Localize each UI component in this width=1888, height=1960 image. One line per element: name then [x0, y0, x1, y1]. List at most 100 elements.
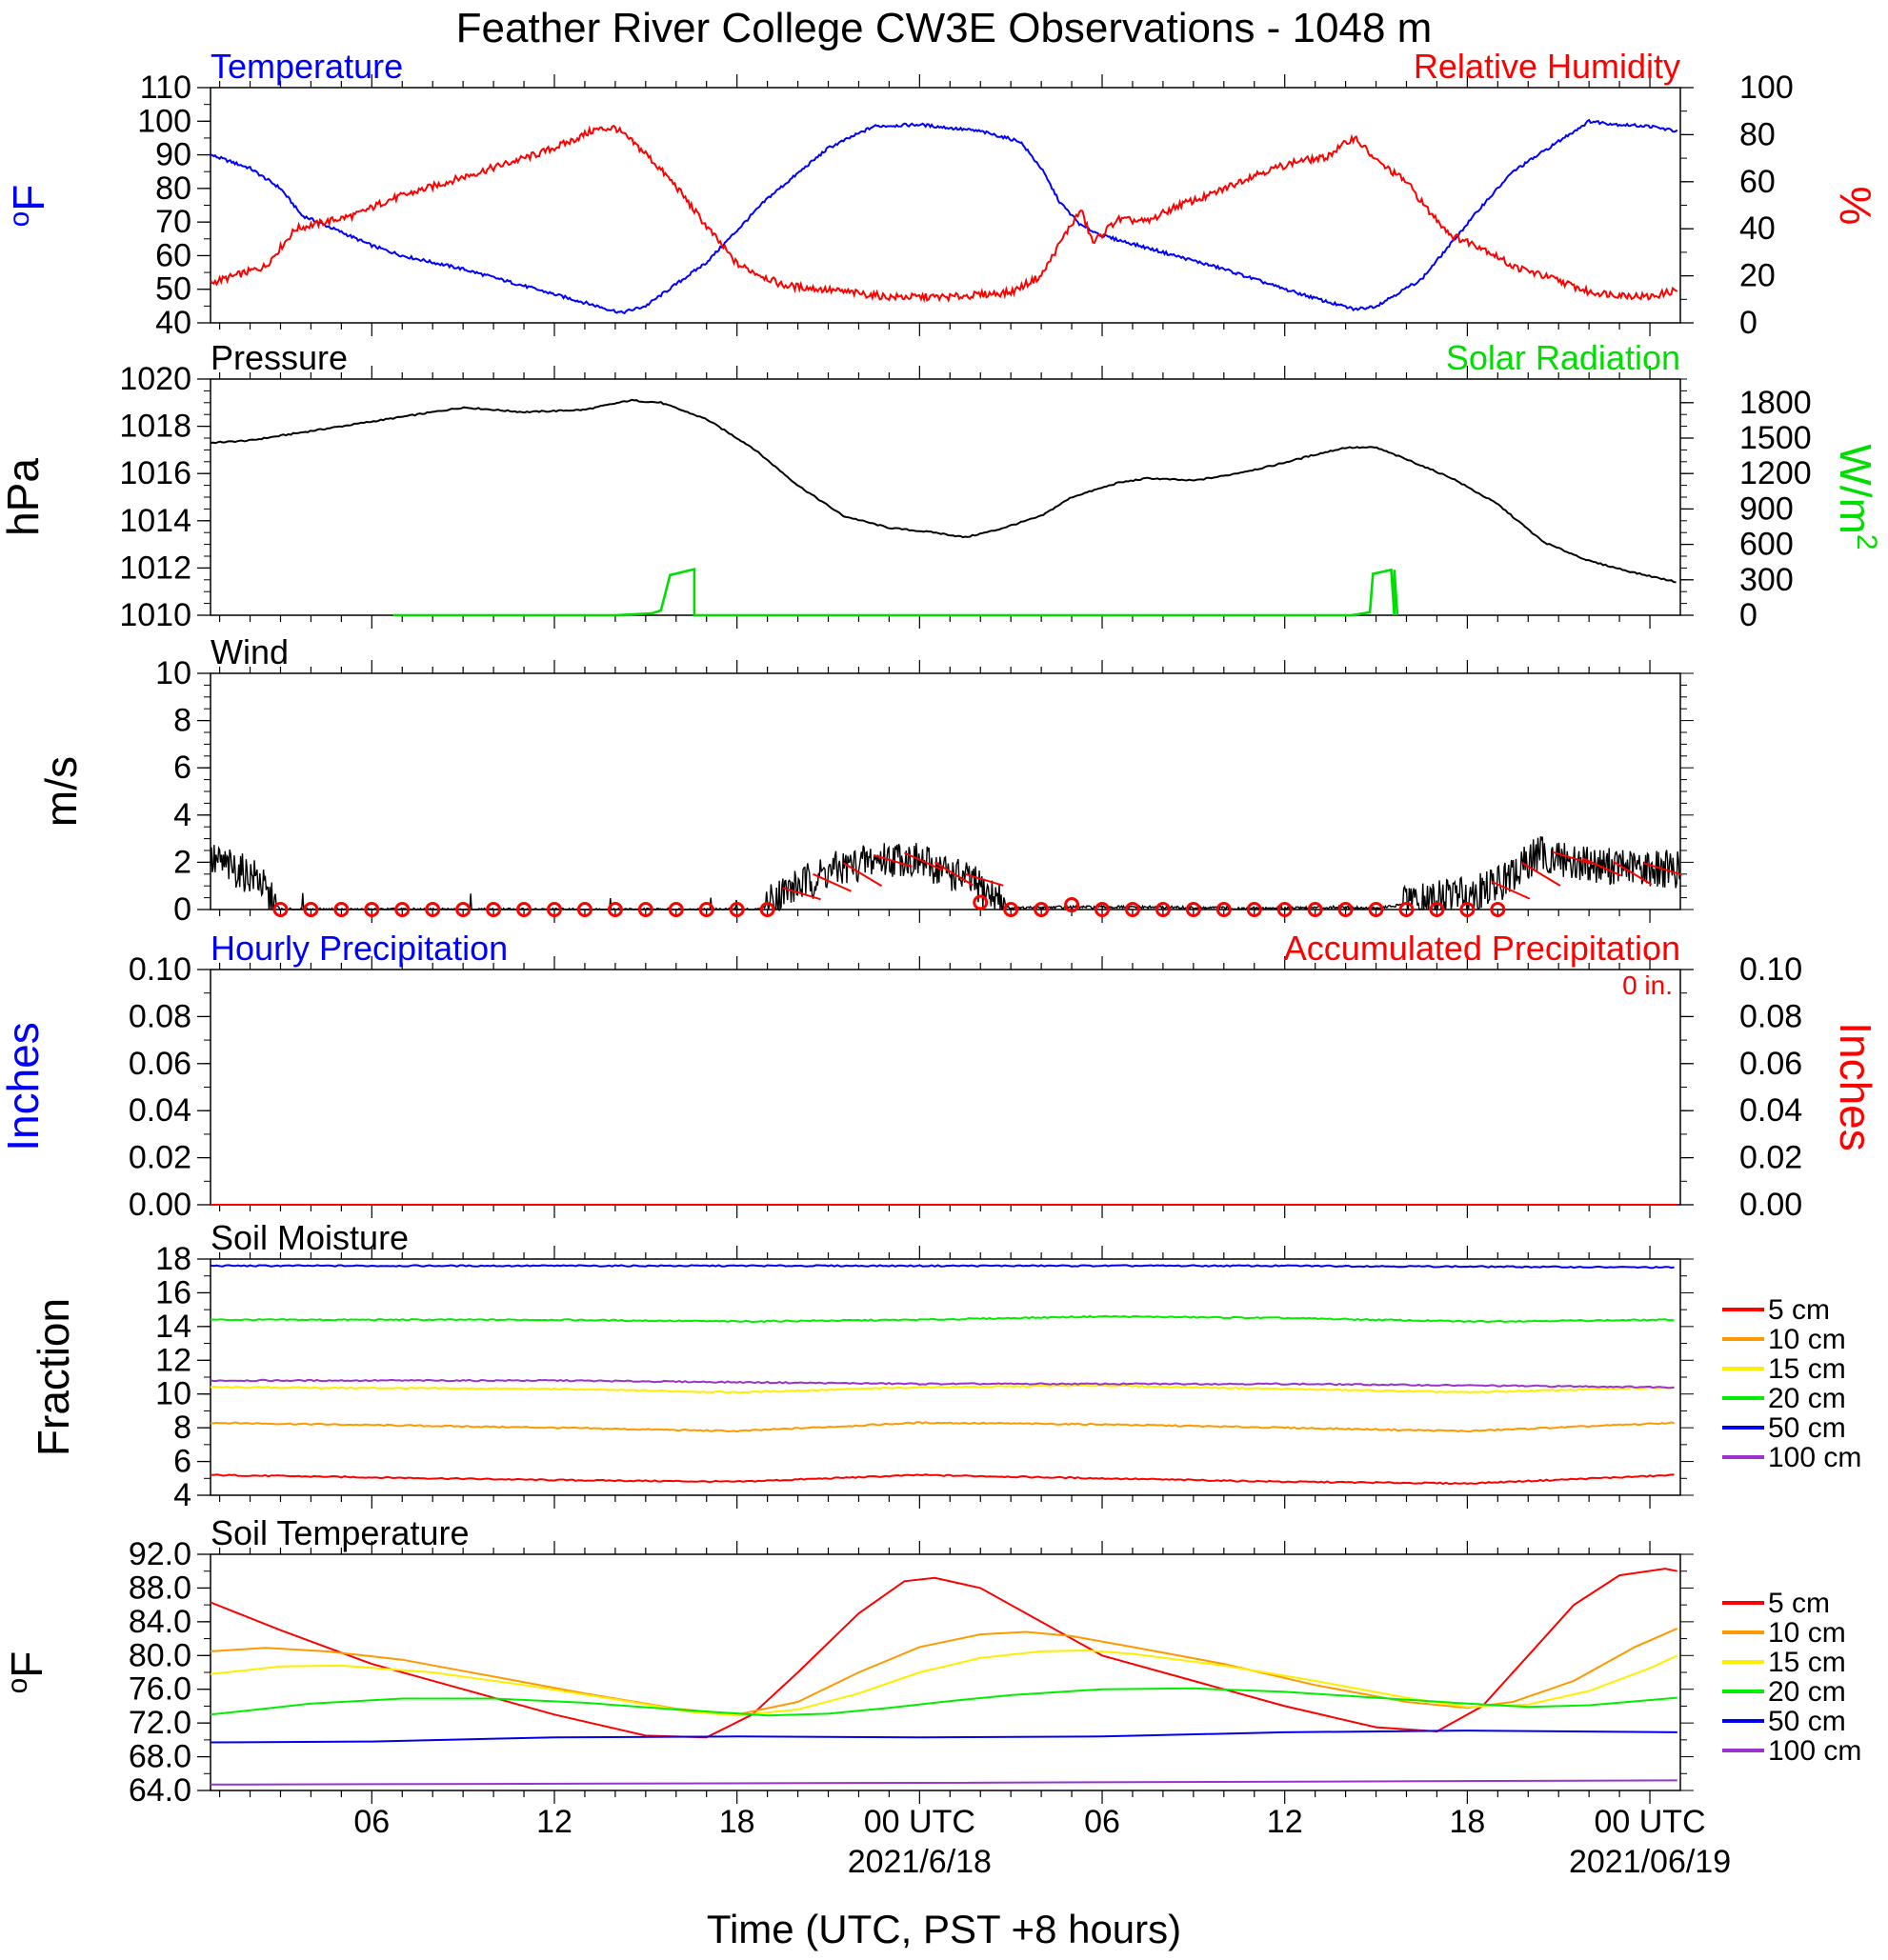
calm-wind-marker [698, 902, 714, 917]
calm-wind-marker [1490, 902, 1506, 917]
calm-wind-marker [1246, 902, 1262, 917]
x-tick-label: 06 [1084, 1804, 1120, 1840]
calm-wind-marker [668, 902, 684, 917]
y-tick-label: 80.0 [129, 1637, 191, 1673]
solar-title: Solar Radiation [1446, 338, 1680, 377]
calm-wind-marker [1368, 902, 1384, 917]
y-tick-label: 0.08 [1739, 998, 1802, 1034]
legend-label: 100 cm [1768, 1735, 1861, 1767]
soil-temperature-axis-label: oF [2, 1651, 51, 1694]
y-tick-label: 1016 [119, 455, 191, 491]
y-tick-label: 300 [1739, 562, 1794, 598]
x-tick-label: 00 UTC [864, 1804, 975, 1840]
y-tick-label: 6 [173, 1444, 191, 1480]
calm-wind-marker [973, 894, 989, 910]
y-tick-label: 0.02 [1739, 1140, 1802, 1176]
wind-barb [1521, 862, 1561, 887]
legend-label: 5 cm [1768, 1588, 1830, 1619]
y-tick-label: 70 [155, 204, 191, 240]
pressure-axis-label: hPa [0, 458, 48, 536]
y-tick-label: 16 [155, 1274, 191, 1310]
calm-wind-marker [1429, 902, 1445, 917]
calm-wind-marker [272, 902, 289, 917]
wind-barb [1582, 857, 1622, 877]
y-tick-label: 12 [155, 1342, 191, 1378]
solar-axis-label: W/m2 [1831, 444, 1882, 550]
y-tick-label: 10 [155, 1376, 191, 1412]
y-tick-label: 14 [155, 1309, 191, 1345]
calm-wind-marker [455, 902, 472, 917]
y-tick-label: 0.10 [1739, 951, 1802, 988]
y-tick-label: 0.02 [129, 1140, 191, 1176]
x-tick-label: 12 [536, 1804, 572, 1840]
calm-wind-marker [576, 902, 593, 917]
calm-wind-marker [729, 902, 745, 917]
soil-moisture-line [210, 1421, 1675, 1433]
hourly-precip-title: Hourly Precipitation [211, 929, 508, 968]
wind-barb [903, 851, 943, 871]
pressure-line [210, 398, 1677, 584]
calm-wind-marker [364, 902, 380, 917]
y-tick-label: 8 [173, 1410, 191, 1446]
soil-moisture-line [210, 1314, 1675, 1324]
calm-wind-marker [1064, 897, 1080, 913]
legend-label: 5 cm [1768, 1294, 1830, 1326]
y-tick-label: 1500 [1739, 420, 1812, 456]
wind-barb [782, 887, 821, 901]
y-tick-label: 0.06 [129, 1046, 191, 1082]
legend-label: 20 cm [1768, 1383, 1846, 1414]
wind-barb [934, 861, 974, 887]
wind-axis-label: m/s [36, 756, 86, 827]
wind-barb [1491, 880, 1531, 900]
y-tick-label: 2 [173, 844, 191, 880]
legend-label: 10 cm [1768, 1324, 1846, 1355]
y-tick-label: 88.0 [129, 1570, 191, 1606]
calm-wind-marker [1155, 902, 1171, 917]
soil-moisture-line [210, 1264, 1675, 1270]
calm-wind-marker [303, 902, 319, 917]
y-tick-label: 0.00 [1739, 1187, 1802, 1223]
y-tick-label: 4 [173, 1477, 191, 1513]
wind-speed-line [210, 835, 1680, 912]
x-tick-label: 18 [719, 1804, 755, 1840]
calm-wind-marker [1003, 902, 1019, 917]
soil-temperature-line [210, 1649, 1678, 1717]
soil-moisture-line [210, 1384, 1675, 1394]
y-tick-label: 40 [155, 305, 191, 341]
wind-barb [813, 872, 852, 892]
y-tick-label: 1012 [119, 550, 191, 586]
y-tick-label: 100 [1739, 70, 1794, 106]
humidity-title: Relative Humidity [1414, 47, 1680, 86]
x-tick-label: 12 [1267, 1804, 1303, 1840]
calm-wind-marker [394, 902, 411, 917]
calm-wind-marker [333, 902, 350, 917]
y-tick-label: 110 [140, 70, 191, 106]
soil-moisture-axis-label: Fraction [29, 1298, 78, 1456]
wind-title: Wind [211, 632, 289, 671]
accumulated-precip-axis-label: Inches [1831, 1022, 1880, 1151]
y-tick-label: 0 [173, 891, 191, 928]
y-tick-label: 64.0 [129, 1772, 191, 1809]
legend-label: 50 cm [1768, 1706, 1846, 1737]
y-tick-label: 0.08 [129, 998, 191, 1034]
y-tick-label: 50 [155, 271, 191, 308]
y-tick-label: 0.06 [1739, 1046, 1802, 1082]
y-tick-label: 90 [155, 137, 191, 173]
chart-title: Feather River College CW3E Observations … [456, 5, 1433, 51]
wind-barb [964, 872, 1004, 887]
soil-temperature-title: Soil Temperature [211, 1513, 469, 1552]
y-tick-label: 92.0 [129, 1536, 191, 1572]
calm-wind-marker [425, 902, 441, 917]
hourly-precip-axis-label: Inches [0, 1022, 48, 1151]
calm-wind-marker [516, 902, 532, 917]
solar-radiation-line [392, 567, 1399, 617]
y-tick-label: 8 [173, 703, 191, 739]
legend-label: 15 cm [1768, 1353, 1846, 1385]
y-tick-label: 600 [1739, 527, 1794, 563]
temperature-line [210, 118, 1678, 315]
soil-moisture-line [210, 1378, 1675, 1390]
legend-label: 10 cm [1768, 1617, 1846, 1649]
calm-wind-marker [759, 902, 775, 917]
x-tick-label: 18 [1449, 1804, 1485, 1840]
